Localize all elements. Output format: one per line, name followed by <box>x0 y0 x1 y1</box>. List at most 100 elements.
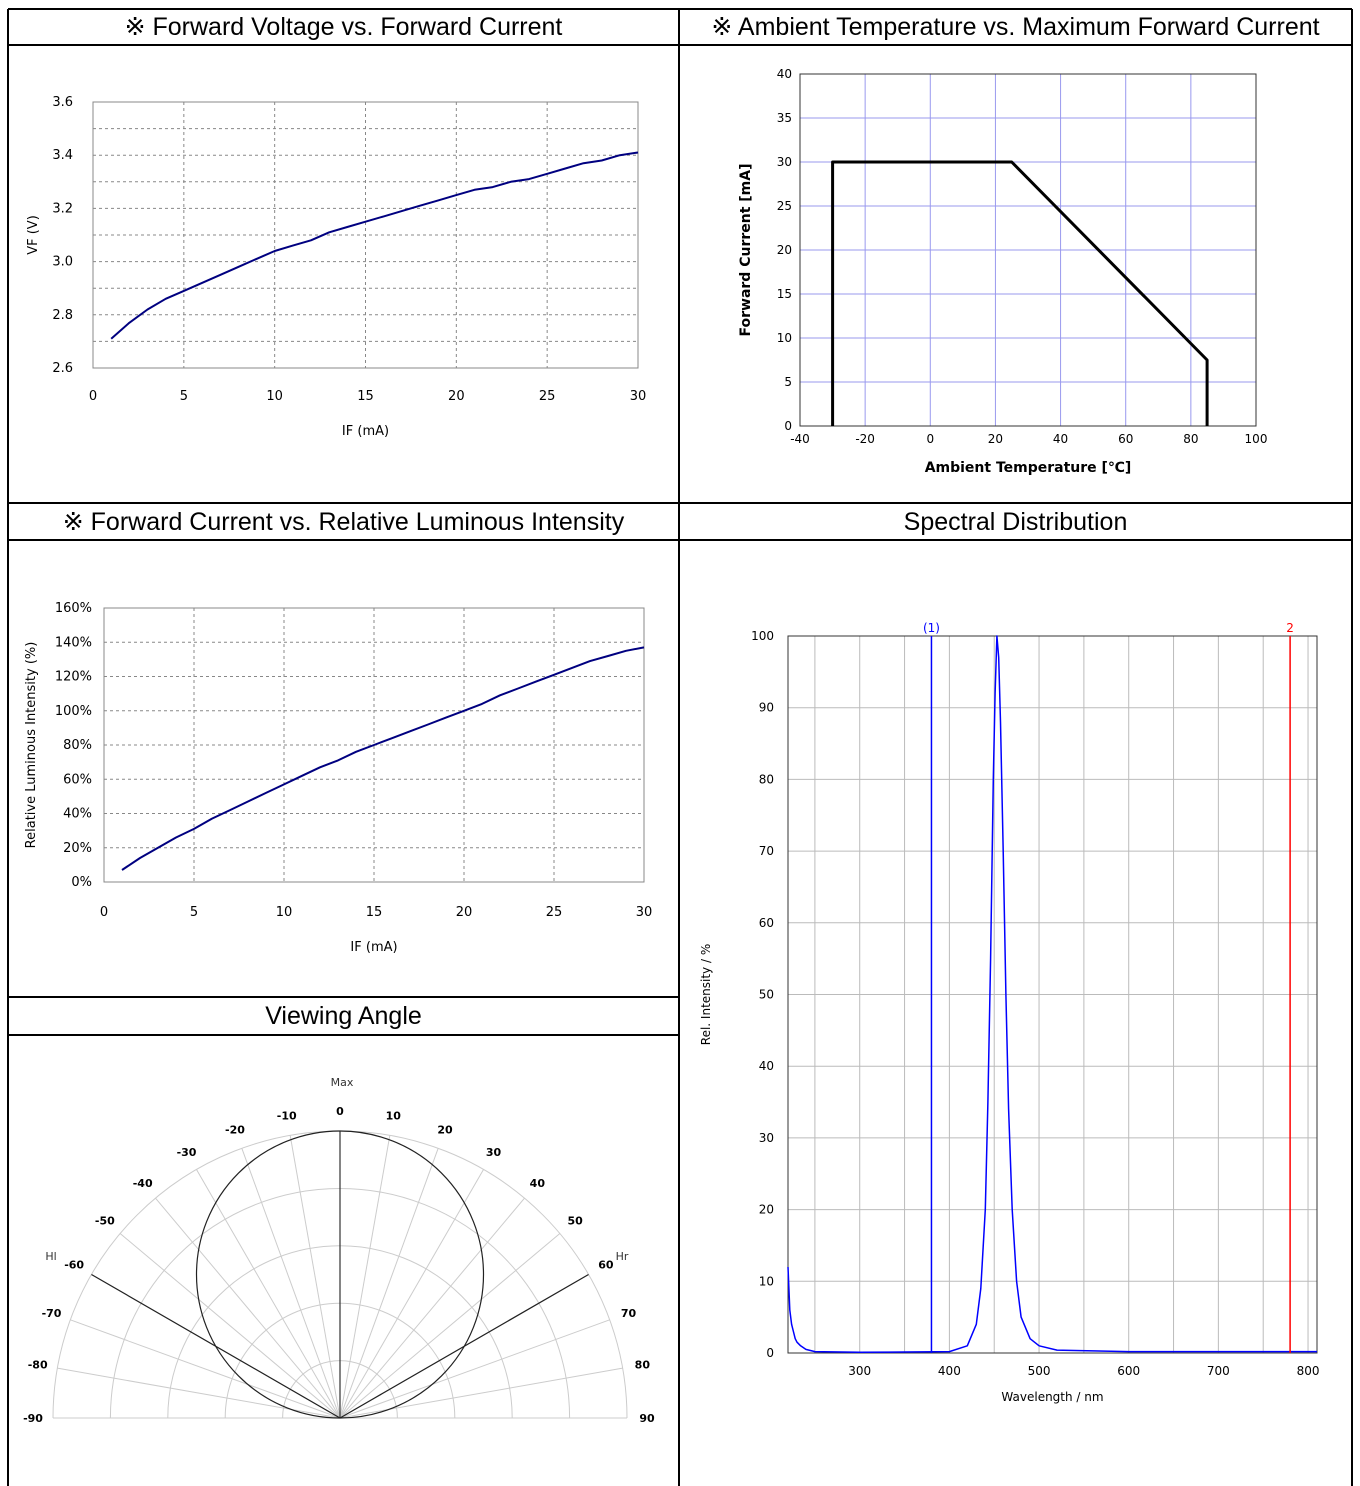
y-tick-label: 2.8 <box>52 308 73 323</box>
header-forward-voltage: ※ Forward Voltage vs. Forward Current <box>124 13 563 41</box>
polar-spoke <box>289 1135 341 1419</box>
y-tick-label: 3.4 <box>52 148 73 163</box>
plot-frame <box>799 73 1257 427</box>
y-tick-label: 3.6 <box>52 95 73 110</box>
y-tick-label: 90 <box>759 701 774 715</box>
y-tick-label: 40 <box>777 67 792 81</box>
x-tick-label: 15 <box>366 905 383 920</box>
y-tick-label: 20 <box>777 243 792 257</box>
y-tick-label: 15 <box>777 287 792 301</box>
chart-forward-voltage: 2.6 2.8 3.0 3.2 3.4 3.6 0 5 10 15 20 25 30 IF (mA) VF … <box>9 46 678 502</box>
x-axis-label: Ambient Temperature [℃] <box>925 460 1132 476</box>
chart-spectral-distribution: 0 10 20 30 40 50 60 70 80 90 100 300 400 500 600 700 800… <box>680 541 1351 1486</box>
half-angle-line <box>91 1273 341 1419</box>
y-tick-label: 60 <box>759 916 774 930</box>
y-tick-label: 3.2 <box>52 201 73 216</box>
y-tick-label: 2.6 <box>52 361 73 376</box>
y-tick-label: 80% <box>63 738 92 753</box>
series-line <box>831 160 1209 426</box>
y-tick-label: 30 <box>759 1131 774 1145</box>
y-tick-label: 100% <box>55 704 92 719</box>
y-tick-label: 10 <box>759 1274 774 1288</box>
x-tick-label: 0 <box>89 389 97 404</box>
polar-spoke <box>339 1319 610 1419</box>
y-axis-label: Forward Current [mA] <box>738 164 754 337</box>
y-tick-label: 40 <box>759 1059 774 1073</box>
angle-label: 80 <box>635 1359 651 1372</box>
y-tick-label: 50 <box>759 988 774 1002</box>
header-viewing-angle: Viewing Angle <box>265 1001 422 1030</box>
plot-frame <box>103 607 645 883</box>
x-axis-label: IF (mA) <box>342 424 389 439</box>
y-tick-label: 30 <box>777 155 792 169</box>
polar-spoke <box>339 1197 525 1419</box>
header-forward-luminous: ※ Forward Current vs. Relative Luminous … <box>62 508 625 536</box>
y-tick-label: 160% <box>55 601 92 616</box>
angle-label: -70 <box>42 1307 62 1320</box>
angle-label: 70 <box>621 1307 637 1320</box>
x-tick-label: 25 <box>546 905 563 920</box>
x-tick-label: 20 <box>456 905 473 920</box>
y-axis-label: Rel. Intensity / % <box>699 944 713 1045</box>
x-tick-label: 10 <box>266 389 283 404</box>
x-tick-label: 5 <box>190 905 198 920</box>
y-tick-label: 25 <box>777 199 792 213</box>
x-tick-label: 10 <box>276 905 293 920</box>
series-line <box>110 151 639 340</box>
x-tick-label: 20 <box>448 389 465 404</box>
polar-spoke <box>119 1233 341 1419</box>
y-axis-label: Relative Luminous Intensity (%) <box>24 642 39 849</box>
angle-label: 90 <box>639 1412 655 1425</box>
x-tick-label: 20 <box>988 432 1003 446</box>
x-tick-label: 15 <box>357 389 374 404</box>
angle-label: -90 <box>23 1412 43 1425</box>
y-tick-label: 20 <box>759 1203 774 1217</box>
y-tick-label: 140% <box>55 635 92 650</box>
y-tick-label: 35 <box>777 111 792 125</box>
x-axis-label: IF (mA) <box>350 940 397 955</box>
x-tick-label: 25 <box>539 389 556 404</box>
angle-label: -30 <box>177 1146 197 1159</box>
chart-viewing-angle-svg: 0 10 20 30 40 50 60 70 80 90 -10 -20 -30 -40 -50 -60 -70… <box>23 1076 655 1425</box>
plot-frame <box>787 635 1318 1354</box>
x-tick-label: 5 <box>180 389 188 404</box>
y-tick-label: 5 <box>784 375 792 389</box>
chart-ambient-temperature-svg: 0 5 10 15 20 25 30 35 40 -40 -20 0 20 40 60 80 100 Ambien… <box>738 67 1267 476</box>
angle-label: 20 <box>437 1124 453 1137</box>
y-tick-label: 0 <box>766 1346 774 1360</box>
angle-label: 10 <box>386 1110 402 1123</box>
chart-relative-luminous-svg: 0% 20% 40% 60% 80% 100% 120% 140% 160% 0 5 10 15 20 25… <box>24 601 653 955</box>
y-tick-label: 100 <box>751 629 774 643</box>
x-tick-label: 0 <box>100 905 108 920</box>
angle-label: -80 <box>28 1359 48 1372</box>
plot-frame <box>92 101 639 369</box>
polar-spoke <box>155 1197 341 1419</box>
polar-top-label: Max <box>331 1076 354 1089</box>
x-tick-label: 40 <box>1053 432 1068 446</box>
x-tick-label: 700 <box>1207 1364 1230 1378</box>
x-tick-label: 500 <box>1028 1364 1051 1378</box>
angle-label: -10 <box>277 1110 297 1123</box>
series-line <box>121 646 645 871</box>
angle-label: -20 <box>225 1124 245 1137</box>
polar-spoke <box>241 1148 341 1419</box>
x-tick-label: 0 <box>926 432 934 446</box>
x-tick-label: 800 <box>1297 1364 1320 1378</box>
x-tick-label: 80 <box>1183 432 1198 446</box>
polar-spoke <box>339 1233 561 1419</box>
chart-ambient-temperature: 0 5 10 15 20 25 30 35 40 -40 -20 0 20 40 60 80 100 Ambien… <box>680 46 1351 502</box>
half-angle-line <box>339 1273 589 1419</box>
angle-label: 50 <box>568 1215 584 1228</box>
x-axis-label: Wavelength / nm <box>1001 1390 1103 1404</box>
polar-spoke <box>339 1135 391 1419</box>
marker-label: (1) <box>923 621 940 635</box>
polar-right-label: Hr <box>616 1250 629 1263</box>
x-tick-label: -20 <box>855 432 875 446</box>
angle-label: -50 <box>95 1215 115 1228</box>
y-tick-label: 80 <box>759 772 774 786</box>
y-tick-label: 40% <box>63 807 92 822</box>
angle-label: 30 <box>486 1146 502 1159</box>
x-tick-label: 30 <box>636 905 653 920</box>
angle-label: -60 <box>64 1259 84 1272</box>
